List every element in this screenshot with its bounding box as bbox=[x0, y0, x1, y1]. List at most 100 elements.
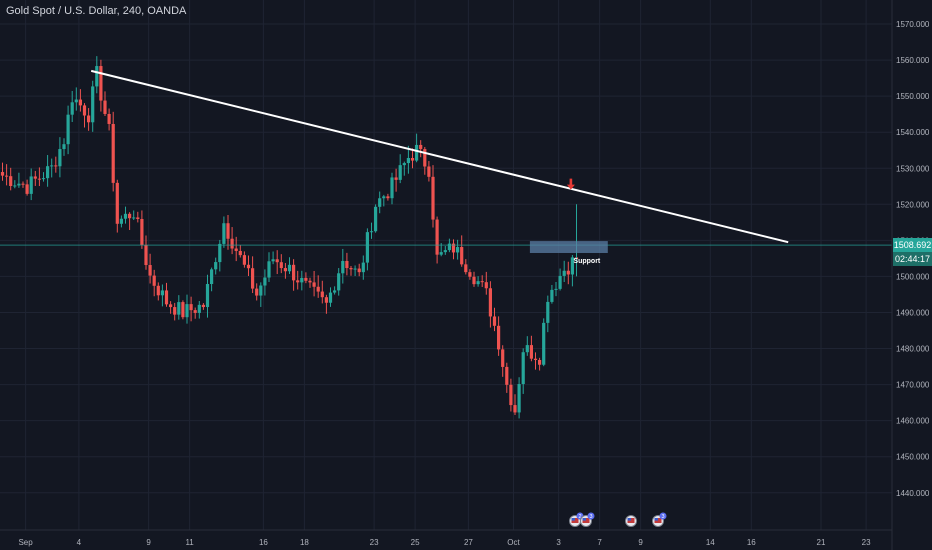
candle-down bbox=[308, 280, 312, 283]
candle-up bbox=[390, 177, 394, 199]
candle-down bbox=[107, 113, 111, 124]
candle-up bbox=[66, 114, 70, 145]
price-tick-label: 1520.000 bbox=[896, 200, 930, 209]
candle-up bbox=[456, 247, 460, 253]
candle-down bbox=[283, 268, 287, 272]
candle-down bbox=[464, 264, 468, 273]
candle-down bbox=[54, 165, 58, 167]
candle-up bbox=[58, 149, 62, 167]
candle-down bbox=[164, 290, 169, 305]
candle-down bbox=[33, 176, 37, 179]
candle-up bbox=[17, 183, 21, 186]
candle-up bbox=[550, 289, 554, 302]
candle-down bbox=[488, 288, 492, 317]
price-axis[interactable]: 1440.000 1450.000 1460.000 1470.000 1480.000… bbox=[891, 0, 930, 550]
price-tick-label: 1480.000 bbox=[896, 345, 930, 354]
candle-up bbox=[271, 259, 275, 262]
candle-up bbox=[570, 257, 574, 275]
candle-up bbox=[542, 322, 546, 365]
candle-up bbox=[374, 206, 378, 232]
flag-canton bbox=[627, 518, 631, 521]
candle-down bbox=[492, 316, 497, 326]
candle-down bbox=[345, 260, 349, 269]
candle-down bbox=[193, 310, 197, 313]
candle-down bbox=[173, 307, 177, 315]
time-tick-label: 23 bbox=[862, 538, 871, 547]
candle-up bbox=[95, 66, 99, 87]
event-count-text: 2 bbox=[578, 514, 581, 520]
price-tick-label: 1470.000 bbox=[896, 381, 930, 390]
candle-up bbox=[341, 260, 345, 274]
candle-down bbox=[304, 277, 308, 281]
price-tick-label: 1570.000 bbox=[896, 20, 930, 29]
price-tick-label: 1550.000 bbox=[896, 92, 930, 101]
candle-down bbox=[312, 282, 316, 287]
candle-down bbox=[136, 217, 140, 219]
candle-down bbox=[529, 345, 533, 359]
candle-down bbox=[103, 100, 107, 114]
candle-up bbox=[13, 185, 17, 187]
price-tick-label: 1530.000 bbox=[896, 164, 930, 173]
candle-up bbox=[119, 218, 123, 224]
candle-down bbox=[201, 304, 205, 308]
event-markers[interactable]: 2 3 3 bbox=[569, 512, 667, 527]
candle-down bbox=[181, 302, 185, 318]
candle-down bbox=[238, 250, 242, 256]
time-tick-label: 14 bbox=[706, 538, 715, 547]
event-count-badge bbox=[587, 512, 595, 520]
candle-down bbox=[292, 264, 296, 281]
candle-down bbox=[419, 144, 423, 150]
candle-up bbox=[287, 264, 292, 272]
time-tick-label: 16 bbox=[259, 538, 268, 547]
down-arrow-icon bbox=[566, 178, 575, 190]
candle-down bbox=[505, 366, 509, 385]
event-count-text: 3 bbox=[661, 514, 664, 520]
candle-down bbox=[423, 149, 427, 167]
time-tick-label: 18 bbox=[300, 538, 309, 547]
candle-down bbox=[468, 272, 472, 277]
candle-up bbox=[382, 196, 386, 199]
candle-down bbox=[37, 178, 41, 180]
candle-down bbox=[324, 297, 328, 303]
candle-down bbox=[349, 268, 353, 270]
symbol-title[interactable]: Gold Spot / U.S. Dollar, 240, OANDA bbox=[6, 5, 187, 17]
candle-down bbox=[25, 184, 29, 194]
trendline bbox=[90, 69, 789, 244]
candle-up bbox=[378, 198, 382, 207]
candle-up bbox=[333, 290, 337, 293]
grid-lines bbox=[0, 0, 892, 530]
candle-up bbox=[205, 284, 210, 308]
candle-up bbox=[517, 384, 521, 413]
candle-down bbox=[234, 248, 238, 251]
candle-up bbox=[415, 144, 419, 161]
candle-down bbox=[320, 291, 324, 298]
candle-up bbox=[210, 269, 214, 285]
candle-up bbox=[402, 163, 406, 166]
candle-down bbox=[484, 282, 488, 289]
candle-up bbox=[214, 262, 218, 270]
candle-down bbox=[78, 99, 82, 106]
candle-down bbox=[169, 304, 173, 308]
price-tick-label: 1500.000 bbox=[896, 272, 930, 281]
candle-down bbox=[427, 166, 431, 177]
candle-up bbox=[328, 292, 333, 303]
candle-down bbox=[148, 265, 152, 276]
flag-canton bbox=[571, 518, 575, 521]
candle-down bbox=[99, 66, 103, 101]
candle-down bbox=[140, 218, 144, 245]
candle-down bbox=[394, 177, 398, 180]
candle-up bbox=[160, 290, 164, 296]
candle-up bbox=[185, 304, 189, 318]
time-tick-label: 7 bbox=[597, 538, 602, 547]
candle-down bbox=[230, 238, 234, 249]
candle-down bbox=[472, 276, 476, 285]
candlesticks bbox=[0, 56, 579, 419]
candle-up bbox=[218, 243, 222, 263]
candle-down bbox=[431, 176, 435, 220]
candle-down bbox=[9, 176, 13, 187]
current-price-label: 1508.692 bbox=[893, 238, 932, 252]
candle-up bbox=[447, 243, 451, 251]
candle-up bbox=[132, 217, 136, 219]
time-axis[interactable]: Sep 4 9 11 16 18 23 25 27 Oct 3 7 9 14 16 21 23 bbox=[0, 529, 892, 547]
